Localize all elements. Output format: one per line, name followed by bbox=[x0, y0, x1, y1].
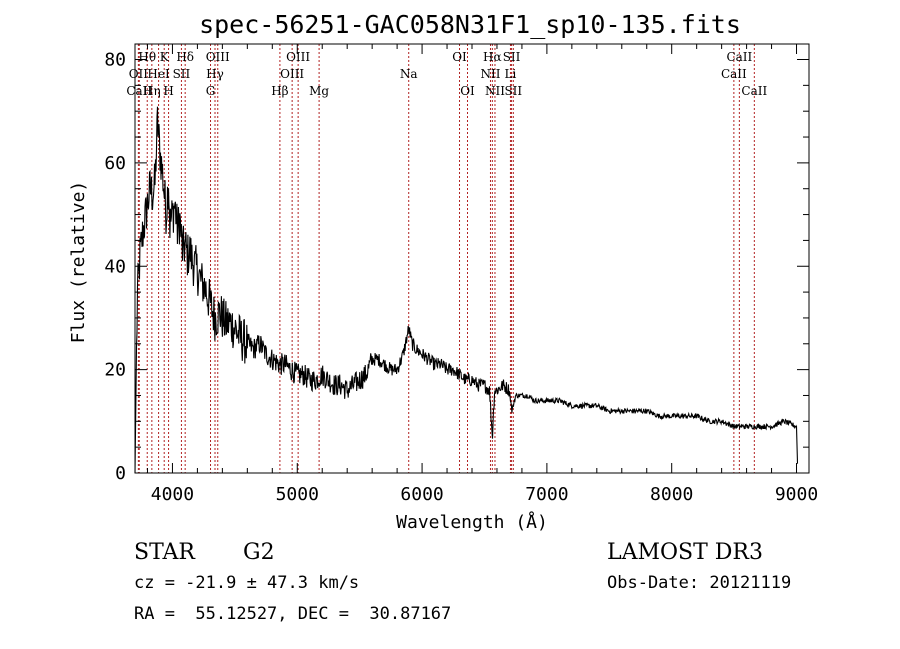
line-marker-label: OIII bbox=[286, 50, 310, 64]
y-axis-label: Flux (relative) bbox=[68, 181, 89, 344]
x-tick-label: 9000 bbox=[775, 484, 818, 505]
line-marker-label: OIII bbox=[206, 50, 230, 64]
line-marker-label: HeI bbox=[147, 67, 170, 81]
survey-name: LAMOST DR3 bbox=[607, 540, 763, 565]
line-marker-label: Hγ bbox=[206, 67, 224, 81]
line-marker-label: OIII bbox=[280, 67, 304, 81]
object-class: STAR bbox=[134, 540, 195, 565]
line-marker-label: Mg bbox=[309, 84, 329, 98]
line-marker-label: CaII bbox=[126, 84, 152, 98]
line-marker-label: Li bbox=[505, 67, 517, 81]
line-marker-label: Hδ bbox=[176, 50, 194, 64]
chart-title: spec-56251-GAC058N31F1_sp10-135.fits bbox=[199, 10, 741, 39]
y-tick-label: 20 bbox=[104, 360, 126, 381]
line-marker-label: H bbox=[163, 84, 173, 98]
line-marker-label: K bbox=[160, 50, 170, 64]
line-marker-label: NII bbox=[480, 67, 500, 81]
x-tick-label: 6000 bbox=[400, 484, 443, 505]
line-marker-label: SII bbox=[503, 50, 521, 64]
line-marker-label: Na bbox=[400, 67, 418, 81]
plot-frame bbox=[134, 43, 810, 474]
x-tick-label: 5000 bbox=[276, 484, 319, 505]
line-marker-label: Hβ bbox=[271, 84, 288, 98]
observation-date: Obs-Date: 20121119 bbox=[607, 573, 792, 593]
line-marker-label: Hθ bbox=[138, 50, 156, 64]
line-marker-label: SII bbox=[173, 67, 191, 81]
line-marker-label: SII bbox=[504, 84, 522, 98]
y-tick-label: 80 bbox=[104, 50, 126, 71]
line-marker-label: Hη bbox=[143, 84, 161, 98]
line-marker-label: OII bbox=[129, 67, 149, 81]
spectrum-line bbox=[134, 106, 799, 474]
x-axis-label: Wavelength (Å) bbox=[396, 511, 548, 533]
line-marker-label: OI bbox=[460, 84, 475, 98]
y-tick-label: 60 bbox=[104, 153, 126, 174]
x-tick-label: 7000 bbox=[525, 484, 568, 505]
line-marker-label: CaII bbox=[726, 50, 752, 64]
spectral-subclass: G2 bbox=[243, 540, 275, 565]
line-markers bbox=[137, 44, 755, 473]
x-tick-label: 8000 bbox=[650, 484, 693, 505]
axes: 4000 5000 6000 7000 8000 9000 0 20 40 60 80 bbox=[104, 44, 818, 505]
line-marker-label: CaII bbox=[741, 84, 767, 98]
coordinates: RA = 55.12527, DEC = 30.87167 bbox=[134, 604, 452, 624]
line-marker-label: NII bbox=[485, 84, 505, 98]
line-marker-label: Hα bbox=[483, 50, 502, 64]
y-tick-label: 40 bbox=[104, 256, 126, 277]
line-marker-label: CaII bbox=[721, 67, 747, 81]
x-tick-label: 4000 bbox=[151, 484, 194, 505]
line-marker-label: OI bbox=[452, 50, 467, 64]
y-tick-label: 0 bbox=[115, 463, 126, 484]
redshift-cz: cz = -21.9 ± 47.3 km/s bbox=[134, 573, 360, 593]
line-marker-label: G bbox=[206, 84, 216, 98]
